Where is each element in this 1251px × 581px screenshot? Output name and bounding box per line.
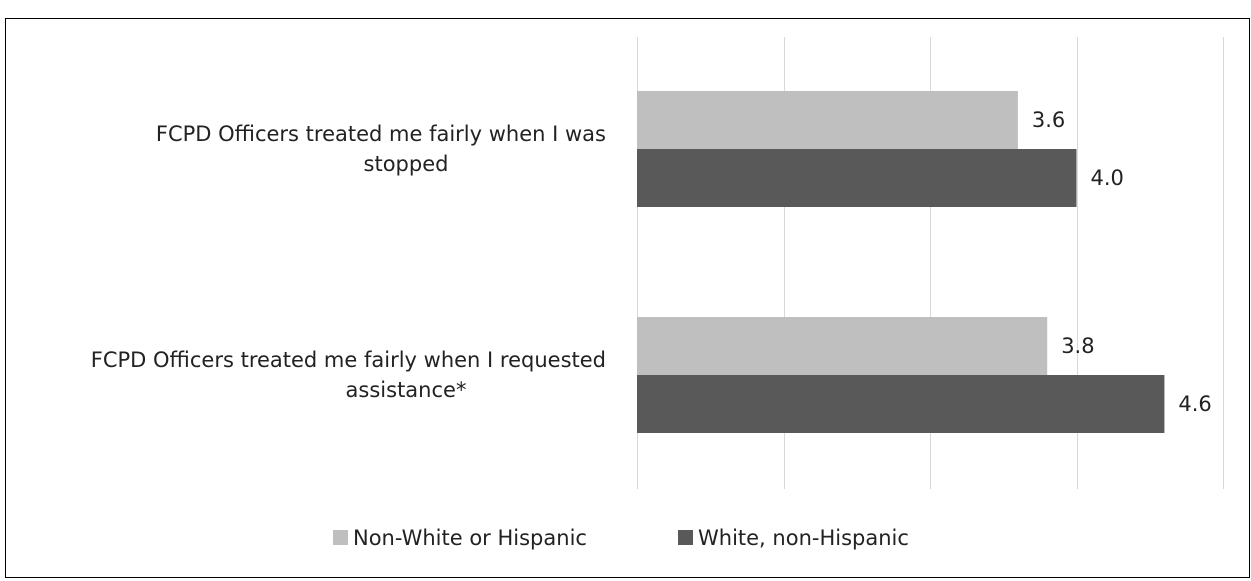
legend: Non-White or Hispanic White, non-Hispanic — [333, 526, 909, 550]
data-label: 4.6 — [1178, 392, 1211, 416]
category-label: FCPD Officers treated me fairly when I r… — [91, 348, 606, 372]
bar — [637, 317, 1048, 375]
category-label: FCPD Officers treated me fairly when I w… — [156, 122, 606, 146]
bar — [637, 375, 1165, 433]
bar-chart: FCPD Officers treated me fairly when I w… — [91, 37, 1224, 550]
data-labels: 3.6 4.0 3.8 4.6 — [1032, 108, 1212, 416]
legend-label: White, non-Hispanic — [698, 526, 909, 550]
legend-swatch — [333, 530, 348, 545]
category-label: assistance* — [346, 378, 467, 402]
data-label: 4.0 — [1091, 166, 1124, 190]
bars — [637, 91, 1165, 433]
category-label: stopped — [364, 152, 449, 176]
legend-swatch — [678, 530, 693, 545]
data-label: 3.6 — [1032, 108, 1065, 132]
cropped-title — [0, 0, 1251, 18]
bar — [637, 91, 1018, 149]
bar — [637, 149, 1077, 207]
legend-label: Non-White or Hispanic — [353, 526, 587, 550]
chart-frame: FCPD Officers treated me fairly when I w… — [5, 18, 1250, 578]
category-labels: FCPD Officers treated me fairly when I w… — [91, 122, 606, 402]
data-label: 3.8 — [1061, 334, 1094, 358]
